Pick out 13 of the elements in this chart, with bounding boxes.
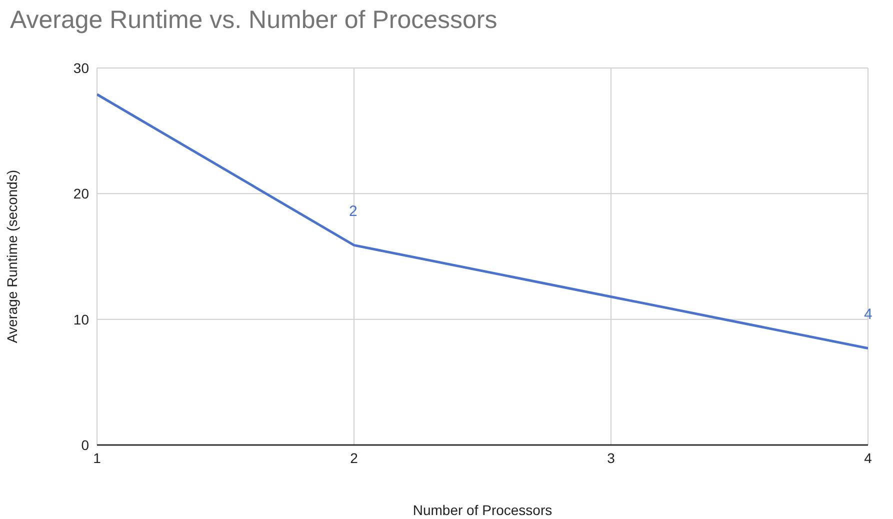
x-tick-label: 2 [350,450,358,466]
y-tick-label: 10 [73,311,90,328]
y-axis-title: Average Runtime (seconds) [4,170,20,344]
y-tick-label: 30 [73,60,90,76]
annotation: 2 [349,203,358,221]
x-tick-label: 3 [607,450,616,466]
y-tick-label: 20 [73,186,90,202]
y-tick-label: 0 [81,436,90,453]
x-tick-label: 1 [93,450,102,466]
x-tick-label: 4 [864,450,872,466]
x-axis-title: Number of Processors [412,502,552,518]
annotation: 4 [864,306,872,324]
chart-title: Average Runtime vs. Number of Processors [10,6,498,35]
